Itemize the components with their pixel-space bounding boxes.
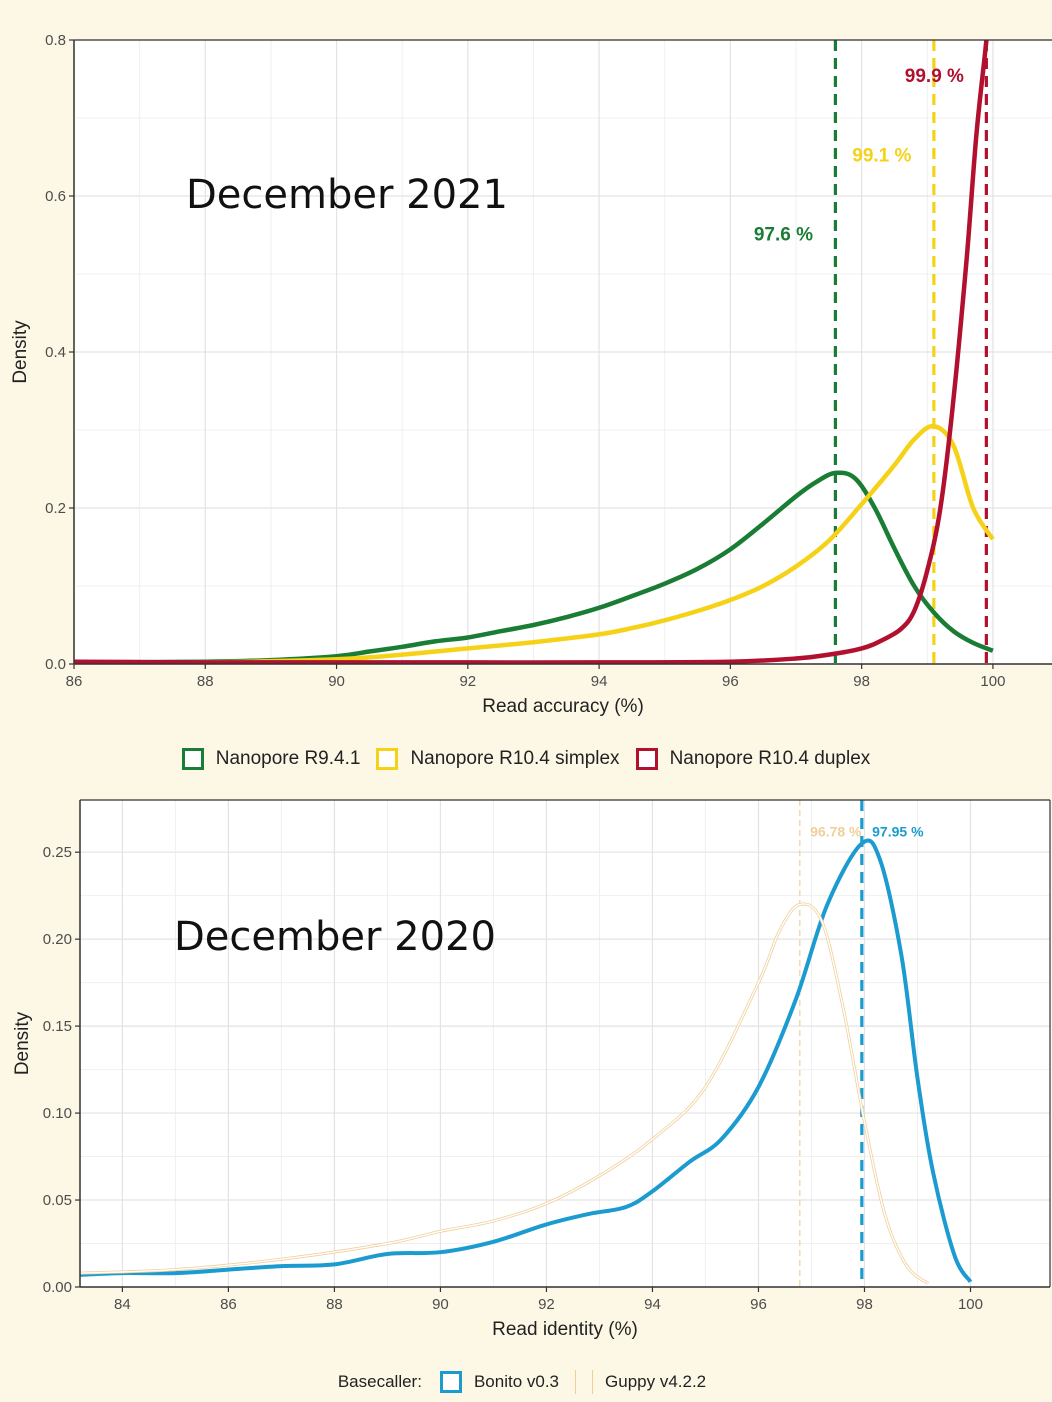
- chart-2020-reference-label-1: 97.95 %: [872, 823, 924, 839]
- chart-svg-2021: 97.6 % 99.1 % 99.9 % 86 88 90 92 94 96 98 100 0.0 0.…: [10, 32, 1052, 717]
- chart-2021-reference-label-2: 99.9 %: [905, 66, 964, 87]
- legend-item-guppy: Guppy v4.2.2: [575, 1370, 706, 1394]
- chart-2020-plot-background: [80, 800, 1050, 1287]
- overlay-label-2021: December 2021: [186, 172, 508, 218]
- chart-2020-x-tick-label: 94: [644, 1296, 661, 1313]
- chart-2021-x-tick-label: 94: [591, 673, 608, 690]
- chart-2021-series-line-0: [74, 470, 994, 664]
- chart-2020-x-tick-label: 96: [750, 1296, 767, 1313]
- chart-2020-y-tick-label: 0.25: [43, 844, 72, 861]
- chart-2020-x-axis-title: Read identity (%): [492, 1319, 638, 1340]
- chart-2020-y-tick-label: 0.15: [43, 1018, 72, 1035]
- chart-2021-x-tick-label: 96: [722, 673, 739, 690]
- chart-2021-x-axis-title: Read accuracy (%): [482, 696, 644, 717]
- chart-2020-y-tick-label: 0.10: [43, 1105, 72, 1122]
- chart-panel-2021: 97.6 % 99.1 % 99.9 % 86 88 90 92 94 96 98 100 0.0 0.…: [10, 32, 1052, 717]
- chart-2021-x-tick-label: 88: [197, 673, 214, 690]
- legend-label-bonito: Bonito v0.3: [473, 1372, 560, 1391]
- chart-2021-x-tick-label: 92: [459, 673, 476, 690]
- chart-2020-x-tick-label: 92: [538, 1296, 555, 1313]
- chart-2020-x-tick-label: 88: [326, 1296, 343, 1313]
- chart-2021-series-line-2: [74, 40, 989, 664]
- chart-2021-series-line-1: [74, 423, 995, 664]
- legend-swatch-r941: [181, 748, 204, 770]
- legend-swatch-guppy: [575, 1370, 594, 1394]
- legend-swatch-r104-simplex: [376, 748, 399, 770]
- chart-2020-x-tick-label: 84: [114, 1296, 131, 1313]
- legend-label-r104-simplex: Nanopore R10.4 simplex: [410, 748, 620, 769]
- chart-2020-x-tick-label: 86: [220, 1296, 237, 1313]
- chart-2021-y-tick-label: 0.2: [45, 500, 66, 517]
- chart-2020-reference-label-0: 96.78 %: [810, 823, 862, 839]
- legend-item-r941: Nanopore R9.4.1: [181, 748, 361, 770]
- chart-2020-y-tick-label: 0.05: [43, 1192, 72, 1209]
- legend-title-basecaller: Basecaller:: [337, 1372, 422, 1391]
- chart-2021-y-tick-label: 0.8: [45, 32, 66, 49]
- legend-swatch-bonito: [439, 1371, 462, 1393]
- chart-2020-series-line-0: [80, 838, 973, 1283]
- chart-2020-y-axis-title: Density: [12, 1011, 33, 1075]
- legend-item-r104-duplex: Nanopore R10.4 duplex: [635, 748, 871, 770]
- chart-2021-reference-label-1: 99.1 %: [852, 146, 911, 167]
- legend-label-r941: Nanopore R9.4.1: [215, 748, 361, 769]
- chart-2020-series-line-inner-1: [80, 903, 929, 1285]
- chart-2021-reference-label-0: 97.6 %: [754, 224, 813, 245]
- chart-2021-x-tick-label: 86: [66, 673, 83, 690]
- overlay-label-2020: December 2020: [174, 914, 496, 960]
- legend-label-r104-duplex: Nanopore R10.4 duplex: [669, 748, 871, 769]
- chart-2021-y-tick-label: 0.6: [45, 188, 66, 205]
- legend-label-guppy: Guppy v4.2.2: [605, 1372, 707, 1391]
- legend-2020: Basecaller: Bonito v0.3 Guppy v4.2.2: [0, 1370, 1052, 1394]
- chart-2021-x-tick-label: 90: [328, 673, 345, 690]
- chart-2020-x-tick-label: 98: [856, 1296, 873, 1313]
- chart-svg-2020: 96.78 % 97.95 % 84 86 88 90 92 94 96 98 100 0.00 0.0…: [12, 799, 1051, 1340]
- chart-2021-y-tick-label: 0.4: [45, 344, 66, 361]
- legend-item-r104-simplex: Nanopore R10.4 simplex: [376, 748, 620, 770]
- chart-2020-x-tick-label: 90: [432, 1296, 449, 1313]
- legend-item-bonito: Bonito v0.3: [439, 1371, 560, 1393]
- chart-panel-2020: 96.78 % 97.95 % 84 86 88 90 92 94 96 98 100 0.00 0.0…: [0, 790, 1052, 1402]
- chart-2020-x-tick-label: 100: [958, 1296, 983, 1313]
- chart-2021-x-tick-label: 100: [980, 673, 1005, 690]
- legend-2021: Nanopore R9.4.1 Nanopore R10.4 simplex N…: [0, 748, 1052, 770]
- chart-2021-y-axis-title: Density: [10, 320, 31, 384]
- chart-2020-y-tick-label: 0.20: [43, 931, 72, 948]
- chart-2021-y-tick-label: 0.0: [45, 656, 66, 673]
- chart-2020-y-tick-label: 0.00: [43, 1279, 72, 1296]
- legend-swatch-r104-duplex: [635, 748, 658, 770]
- chart-2021-x-tick-label: 98: [853, 673, 870, 690]
